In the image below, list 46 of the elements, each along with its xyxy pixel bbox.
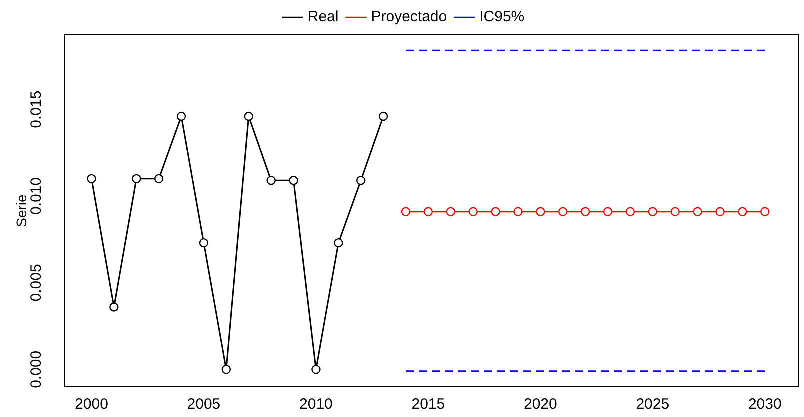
point <box>312 365 321 374</box>
point <box>693 207 702 216</box>
point <box>558 207 568 216</box>
point <box>536 207 546 216</box>
point <box>716 207 725 216</box>
y-axis-title: Serie <box>13 194 30 228</box>
point <box>670 207 680 216</box>
point <box>289 176 298 186</box>
point <box>446 207 456 216</box>
point <box>424 207 434 216</box>
point <box>603 207 613 216</box>
x-tick-label: 2030 <box>748 396 782 414</box>
y-tick-label: 0.000 <box>28 350 46 388</box>
y-tick-label: 0.015 <box>28 90 46 128</box>
point <box>648 207 658 216</box>
point <box>760 207 770 216</box>
x-tick-label: 2025 <box>636 396 670 414</box>
point <box>266 176 276 186</box>
legend-label: Proyectado <box>371 8 448 26</box>
x-tick-label: 2015 <box>412 396 446 414</box>
point <box>132 174 142 184</box>
point <box>580 207 590 216</box>
point <box>356 176 366 186</box>
y-tick-label: 0.005 <box>28 264 46 302</box>
point <box>110 302 119 312</box>
point <box>222 365 232 374</box>
point <box>738 207 748 216</box>
point <box>468 207 478 216</box>
point <box>176 112 186 122</box>
point <box>199 238 209 248</box>
point <box>154 174 164 184</box>
x-tick-label: 2000 <box>75 396 108 414</box>
legend-label: IC95% <box>480 8 525 26</box>
point <box>626 207 636 216</box>
x-tick-label: 2010 <box>300 396 333 414</box>
x-tick-label: 2005 <box>187 396 221 414</box>
point <box>378 112 388 122</box>
point <box>87 174 96 184</box>
x-tick-label: 2020 <box>524 396 558 414</box>
legend-label: Real <box>308 8 339 26</box>
point <box>401 207 411 216</box>
point <box>244 112 254 122</box>
y-tick-label: 0.010 <box>28 177 46 216</box>
point <box>514 207 523 216</box>
point <box>491 207 500 216</box>
point <box>334 238 344 248</box>
